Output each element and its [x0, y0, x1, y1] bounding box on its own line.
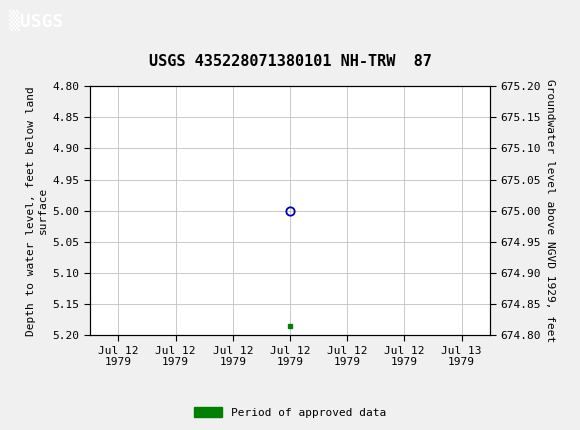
Text: USGS 435228071380101 NH-TRW  87: USGS 435228071380101 NH-TRW 87 — [148, 54, 432, 69]
Legend: Period of approved data: Period of approved data — [190, 403, 390, 422]
Text: ▒USGS: ▒USGS — [9, 9, 63, 31]
Y-axis label: Groundwater level above NGVD 1929, feet: Groundwater level above NGVD 1929, feet — [545, 79, 555, 342]
Y-axis label: Depth to water level, feet below land
surface: Depth to water level, feet below land su… — [26, 86, 48, 335]
